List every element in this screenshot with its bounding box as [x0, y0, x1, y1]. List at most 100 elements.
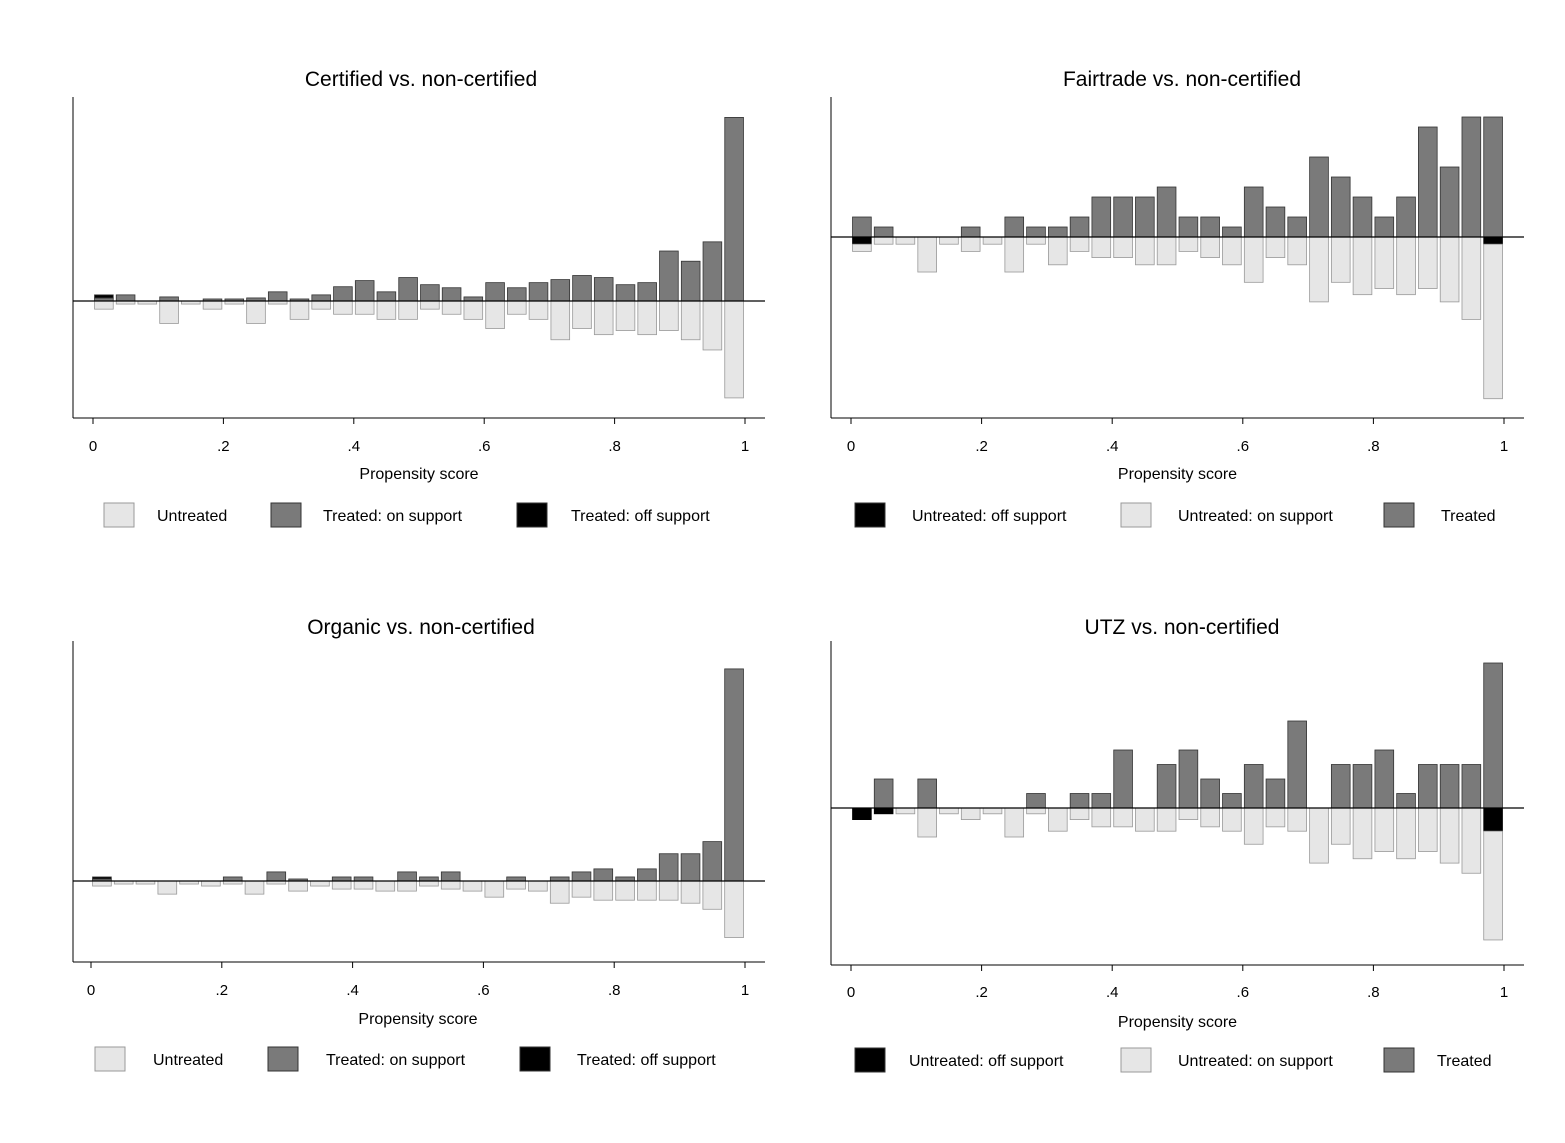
legend-label: Untreated: on support — [1178, 508, 1333, 525]
bar-treated — [1352, 196, 1373, 238]
bar-treated — [507, 287, 527, 302]
bar-treated — [1439, 166, 1460, 238]
bar-untreated — [1439, 807, 1460, 864]
bar-untreated — [593, 300, 614, 336]
bar-treated — [873, 226, 894, 238]
bar-treated — [1330, 176, 1351, 238]
legend-label: Treated: off support — [571, 508, 710, 525]
bar-untreated — [353, 880, 374, 890]
x-tick-label: 1 — [1500, 984, 1508, 1001]
bar-treated — [1483, 662, 1503, 809]
bar-treated — [222, 876, 243, 882]
bar-untreated — [1156, 807, 1177, 832]
bar-treated — [724, 117, 744, 302]
bar-untreated — [550, 300, 571, 341]
legend-swatch — [854, 1047, 886, 1073]
bar-untreated — [1287, 236, 1307, 266]
chart-title: Fairtrade vs. non-certified — [1063, 68, 1301, 91]
x-tick-label: .6 — [477, 982, 490, 999]
x-tick-label: .8 — [1367, 438, 1380, 455]
bar-off_support — [92, 876, 112, 880]
bar-treated — [1091, 793, 1112, 809]
bar-treated — [1265, 206, 1286, 238]
x-tick-label: .4 — [1106, 438, 1119, 455]
bar-treated — [873, 778, 894, 809]
bar-untreated — [419, 880, 439, 887]
bar-untreated — [702, 880, 723, 910]
bar-treated — [397, 871, 417, 882]
bar-untreated — [659, 300, 679, 331]
bar-treated — [1418, 764, 1438, 809]
bar-treated — [637, 868, 657, 882]
bar-treated — [1222, 793, 1242, 809]
bar-treated — [615, 284, 636, 302]
bar-treated — [441, 287, 462, 302]
bar-untreated — [375, 880, 396, 892]
bar-untreated — [1113, 807, 1133, 828]
legend-swatch — [854, 502, 886, 528]
bar-untreated — [1004, 236, 1025, 273]
bar-untreated — [680, 300, 701, 341]
bar-treated — [115, 294, 136, 302]
legend-label: Untreated — [157, 508, 227, 525]
x-tick-label: .4 — [346, 982, 359, 999]
bar-untreated — [917, 236, 937, 273]
bar-treated — [1243, 764, 1264, 809]
bar-treated — [353, 876, 374, 882]
bar-untreated — [462, 880, 483, 892]
x-axis-label: Propensity score — [359, 466, 478, 483]
bar-treated — [1113, 749, 1133, 809]
legend-label: Treated: on support — [323, 508, 463, 525]
bar-untreated — [724, 300, 744, 399]
bar-untreated — [637, 880, 657, 901]
bar-untreated — [1374, 236, 1395, 289]
legend-swatch — [1120, 502, 1152, 528]
legend-swatch — [516, 502, 548, 528]
bar-untreated — [1461, 236, 1482, 320]
bar-untreated — [1048, 236, 1068, 266]
bar-untreated — [1418, 807, 1438, 852]
bar-untreated — [331, 880, 352, 890]
legend-swatch — [1120, 1047, 1152, 1073]
x-tick-label: 0 — [847, 438, 855, 455]
bar-untreated — [1091, 236, 1112, 259]
bar-treated — [1396, 196, 1416, 238]
bar-treated — [1200, 778, 1220, 809]
bar-untreated — [1091, 807, 1112, 828]
x-tick-label: .8 — [608, 438, 621, 455]
x-tick-label: .2 — [217, 438, 230, 455]
bar-untreated — [463, 300, 484, 320]
bar-untreated — [398, 300, 418, 320]
legend-swatch — [103, 502, 135, 528]
bar-untreated — [549, 880, 570, 904]
bar-untreated — [1265, 807, 1286, 828]
bar-off_support — [1483, 807, 1503, 832]
bar-untreated — [571, 880, 592, 898]
bar-untreated — [1243, 236, 1264, 283]
x-tick-label: .8 — [608, 982, 621, 999]
bar-treated — [724, 668, 744, 882]
bar-off_support — [852, 807, 872, 821]
x-axis-label: Propensity score — [1118, 1014, 1237, 1031]
x-tick-label: 0 — [847, 984, 855, 1001]
bar-treated — [1265, 778, 1286, 809]
bar-treated — [1113, 196, 1133, 238]
x-tick-label: 0 — [89, 438, 97, 455]
bar-untreated — [1243, 807, 1264, 845]
bar-untreated — [615, 300, 636, 331]
bar-treated — [637, 282, 657, 302]
bar-untreated — [1069, 807, 1090, 821]
bar-treated — [1461, 116, 1482, 238]
x-tick-label: 1 — [1500, 438, 1508, 455]
bar-treated — [1069, 216, 1090, 238]
bar-untreated — [960, 807, 981, 821]
bar-untreated — [333, 300, 353, 315]
bar-treated — [658, 853, 679, 882]
x-tick-label: .6 — [1237, 438, 1250, 455]
x-tick-label: .2 — [975, 438, 988, 455]
bar-treated — [331, 876, 352, 882]
bar-untreated — [311, 300, 331, 310]
bar-untreated — [1135, 807, 1155, 832]
legend-label: Treated: off support — [577, 1052, 716, 1069]
bar-untreated — [485, 300, 505, 329]
